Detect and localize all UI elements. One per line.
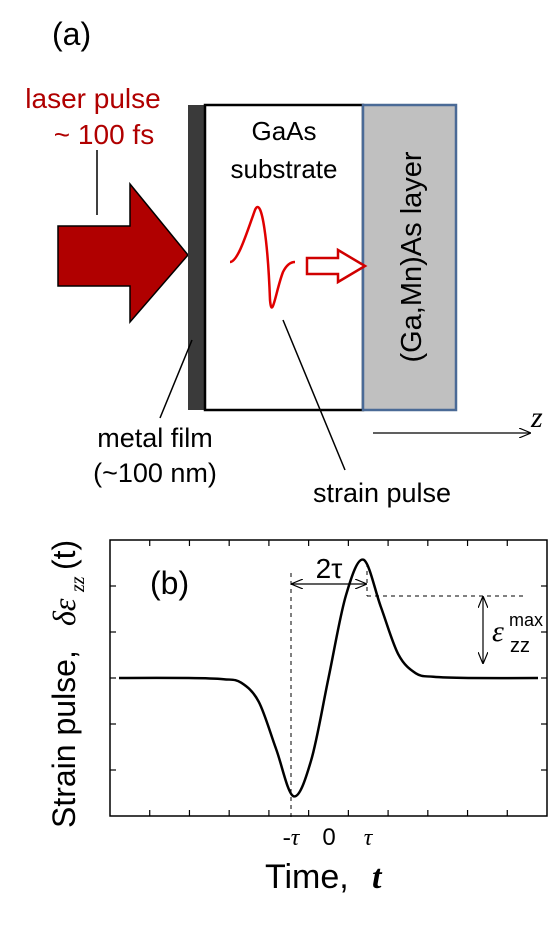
y-axis-subscript: zz (67, 576, 89, 593)
tick-label-neg-tau: -τ (283, 825, 301, 851)
y-axis-symbol: δε (46, 598, 82, 626)
amplitude-symbol: ε (492, 615, 504, 648)
tick-label-zero: 0 (322, 824, 335, 851)
propagation-arrow (305, 247, 368, 285)
strain-pulse-label: strain pulse (313, 478, 451, 508)
metal-film (188, 105, 205, 410)
metal-thickness-label: (~100 nm) (93, 458, 217, 488)
width-label: 2τ (316, 553, 343, 584)
metal-film-leader-line (159, 339, 193, 419)
amplitude-subscript: zz (510, 635, 530, 657)
tick-label-tau: τ (364, 825, 374, 851)
strain-pulse-waveform (229, 206, 296, 309)
axis-ticks (110, 540, 547, 816)
laser-pulse-label: laser pulse (25, 83, 160, 114)
y-axis-label-text: Strain pulse, (46, 650, 82, 828)
substrate-label-line2: substrate (231, 154, 338, 184)
panel-a: (a) laser pulse ~ 100 fs GaAs substrate … (25, 16, 543, 508)
gamnas-layer-label: (Ga,Mn)As layer (396, 151, 428, 362)
x-axis-label: Time, (265, 858, 349, 896)
laser-duration-label: ~ 100 fs (54, 119, 154, 150)
gamnas-layer (361, 103, 458, 412)
laser-arrow (57, 181, 189, 325)
y-axis-label: Strain pulse, δε zz (t) (46, 540, 89, 828)
panel-b-label: (b) (150, 565, 189, 601)
y-axis-argument: (t) (46, 540, 82, 570)
strain-pulse-leader-line (282, 319, 346, 471)
z-axis-label: z (530, 401, 543, 434)
panel-b: (b) 2τ ε max zz -τ 0 τ Time, t Strain pu… (46, 539, 548, 896)
amplitude-superscript: max (509, 610, 543, 630)
panel-a-label: (a) (52, 16, 91, 52)
substrate-label-line1: GaAs (251, 116, 316, 146)
metal-film-label: metal film (97, 423, 213, 453)
x-axis-variable: t (372, 859, 383, 896)
strain-curve (118, 558, 539, 798)
